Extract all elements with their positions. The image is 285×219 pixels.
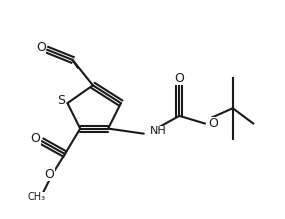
Text: O: O: [174, 72, 184, 85]
Text: NH: NH: [150, 126, 167, 136]
Text: O: O: [36, 41, 46, 54]
Text: S: S: [57, 94, 65, 107]
Text: O: O: [209, 117, 219, 130]
Text: O: O: [45, 168, 55, 181]
Text: CH₃: CH₃: [28, 192, 46, 202]
Text: O: O: [31, 132, 40, 145]
